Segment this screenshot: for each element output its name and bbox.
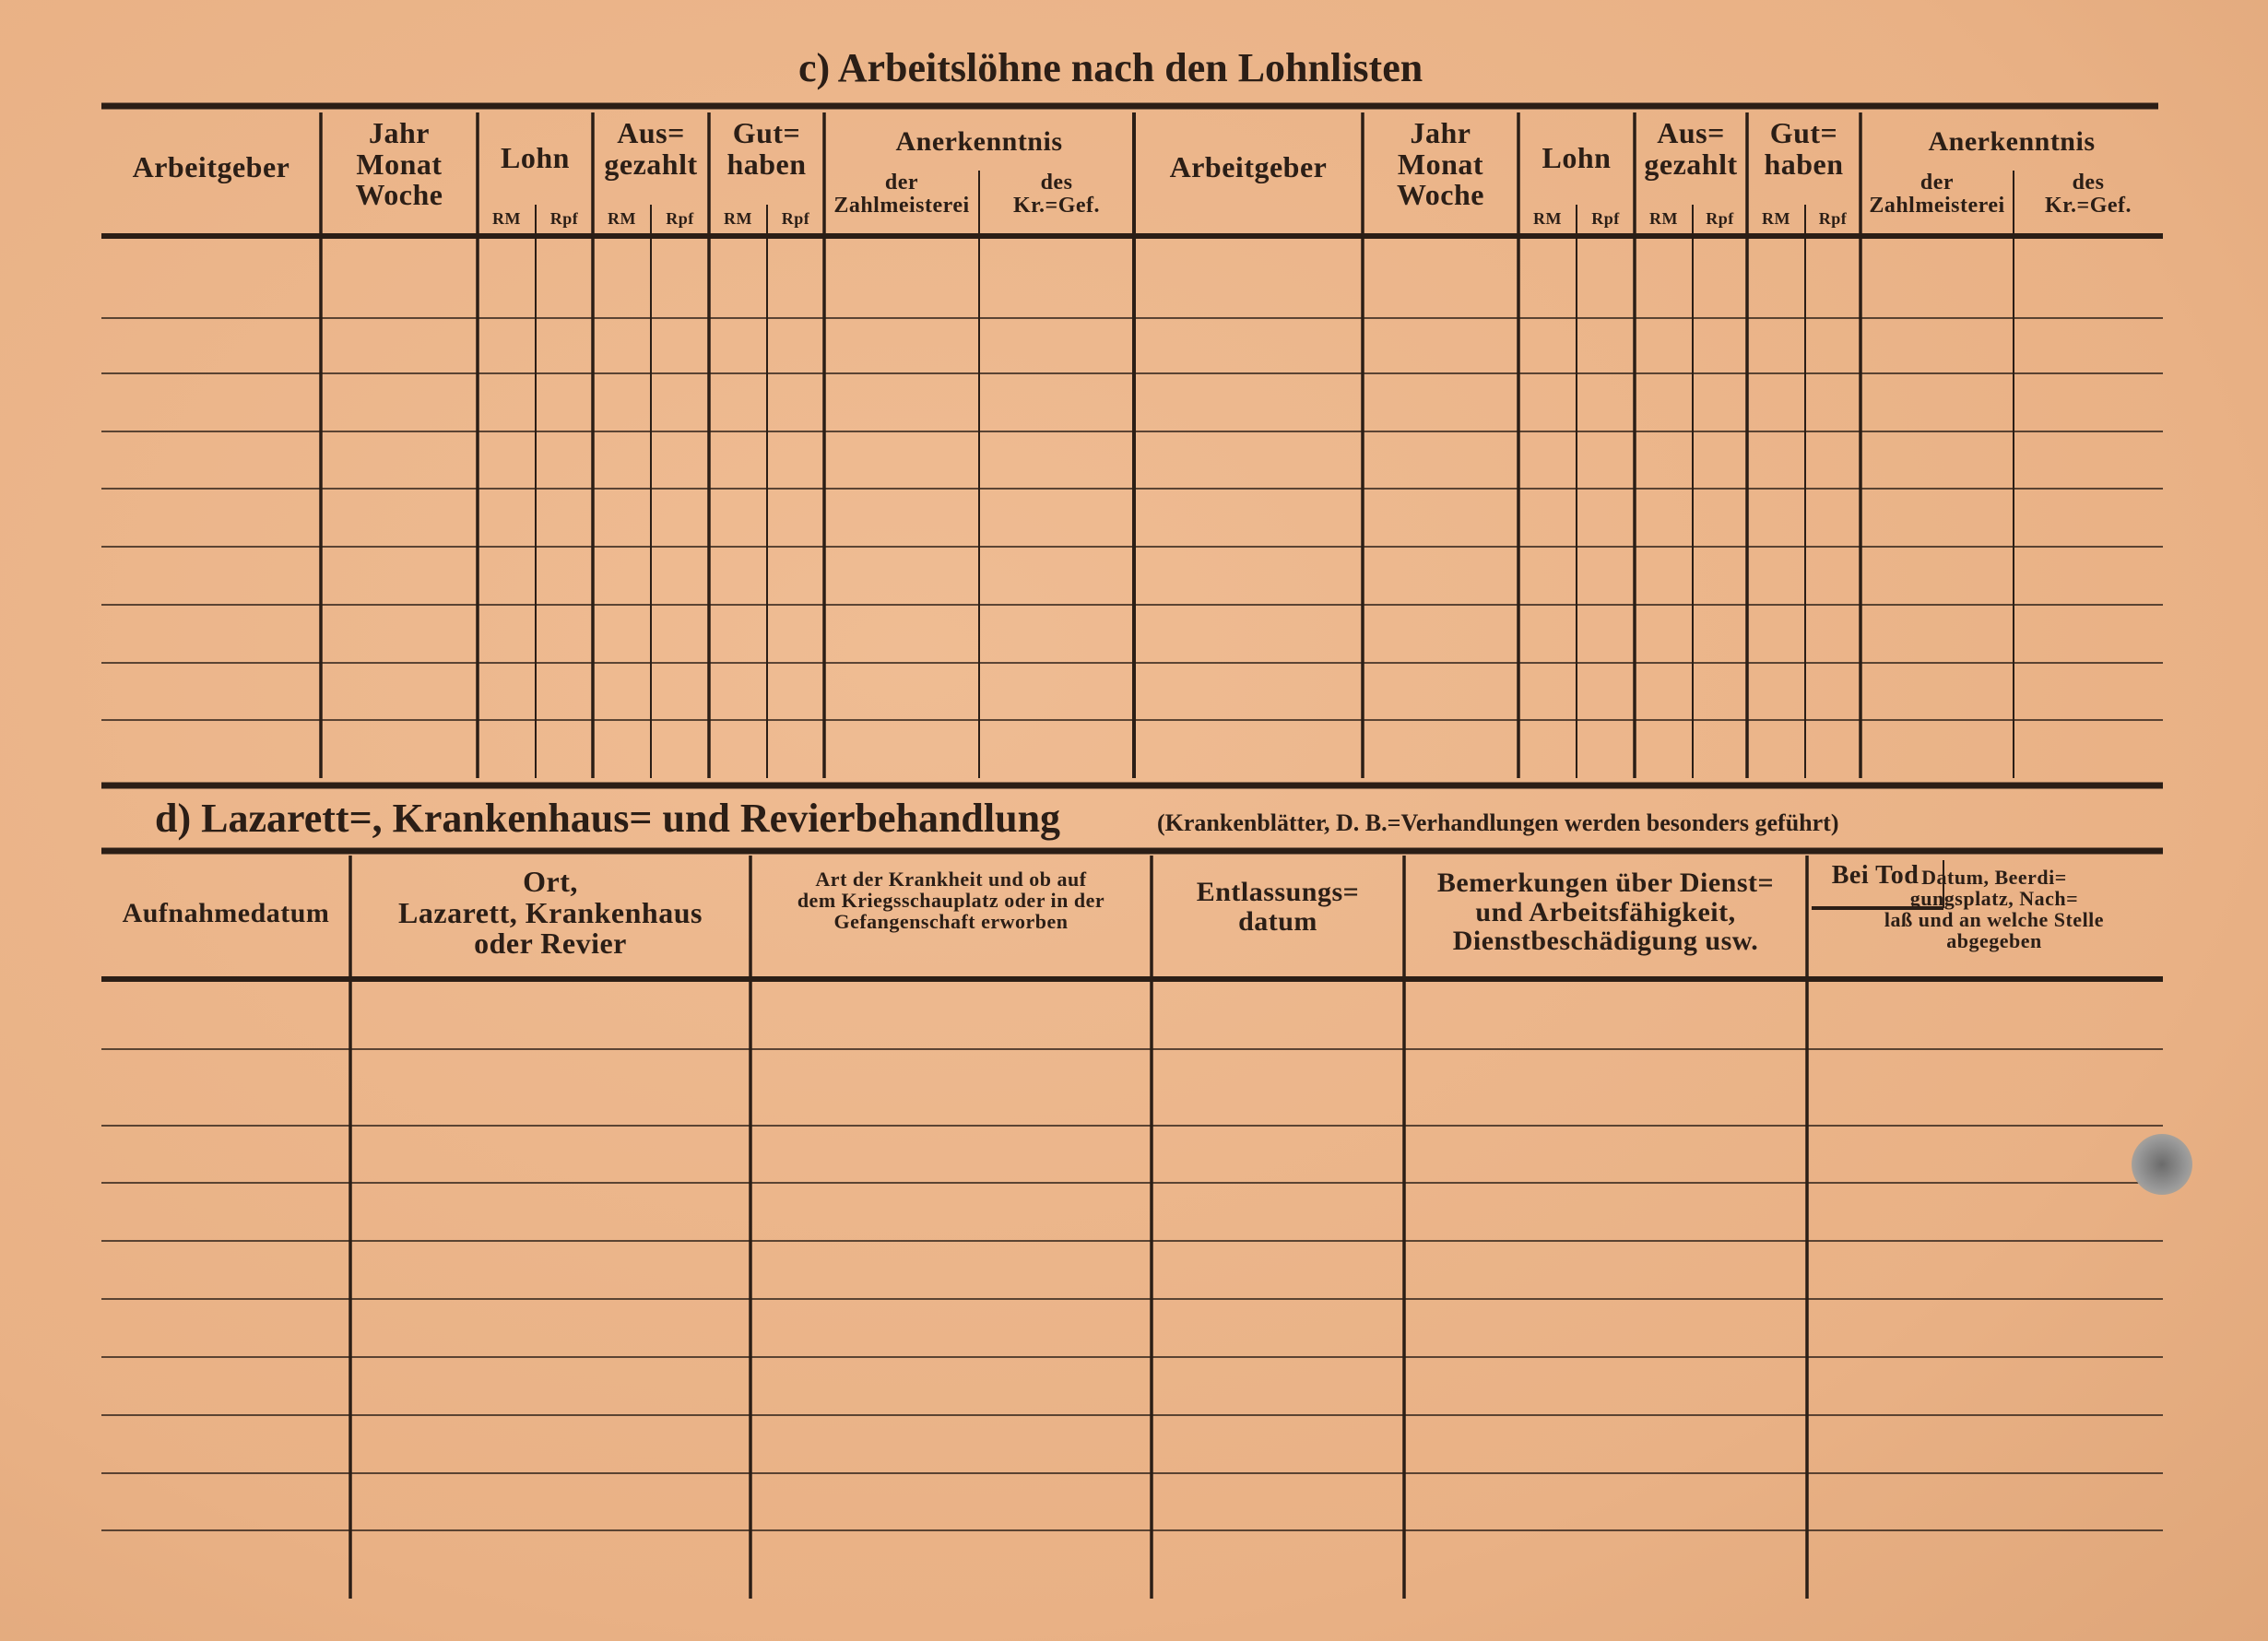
- left-header-currency-rpf: Rpf: [781, 209, 810, 228]
- left-header-paymaster: der Zahlmeisterei: [833, 171, 970, 218]
- left-header-currency-rpf: Rpf: [666, 209, 694, 228]
- section-d-title: d) Lazarett=, Krankenhaus= und Revierbeh…: [155, 796, 1061, 841]
- left-header-currency-rm: RM: [608, 209, 636, 228]
- right-header-currency-rm: RM: [1649, 209, 1678, 228]
- right-header-wage: Lohn: [1542, 141, 1612, 174]
- punch-hole: [2132, 1134, 2192, 1195]
- header-discharge-date: Entlassungs= datum: [1196, 877, 1360, 937]
- left-header-currency-rm: RM: [492, 209, 521, 228]
- left-header-currency-rpf: Rpf: [549, 209, 579, 228]
- right-header-currency-rpf: Rpf: [1818, 209, 1848, 228]
- right-header-paymaster: der Zahlmeisterei: [1869, 171, 2005, 218]
- right-header-pow-company: des Kr.=Gef.: [2044, 171, 2132, 218]
- header-illness: Art der Krankheit und ob auf dem Kriegss…: [797, 868, 1105, 934]
- left-header-credit: Gut= haben: [726, 116, 807, 181]
- right-header-currency-rm: RM: [1762, 209, 1790, 228]
- left-header-currency-rm: RM: [724, 209, 752, 228]
- left-header-period: Jahr Monat Woche: [355, 116, 443, 212]
- right-header-credit: Gut= haben: [1764, 116, 1844, 181]
- left-header-paid: Aus= gezahlt: [604, 116, 698, 181]
- right-header-paid: Aus= gezahlt: [1644, 116, 1738, 181]
- header-remarks: Bemerkungen über Dienst= und Arbeitsfähi…: [1436, 868, 1775, 956]
- header-admission-date: Aufnahmedatum: [122, 898, 330, 928]
- right-header-period: Jahr Monat Woche: [1397, 116, 1484, 212]
- header-place: Ort, Lazarett, Krankenhaus oder Revier: [398, 865, 703, 961]
- right-header-currency-rpf: Rpf: [1591, 209, 1620, 228]
- left-header-acknowledgement: Anerkenntnis: [895, 126, 1063, 157]
- left-header-pow-company: des Kr.=Gef.: [1012, 171, 1101, 218]
- header-death-details: Datum, Beerdi= gungsplatz, Nach= laß und…: [1884, 866, 2105, 953]
- right-header-currency-rm: RM: [1533, 209, 1562, 228]
- left-header-wage: Lohn: [501, 141, 570, 174]
- left-header-employer: Arbeitgeber: [132, 150, 290, 183]
- right-header-acknowledgement: Anerkenntnis: [1928, 126, 2096, 157]
- section-d-note: (Krankenblätter, D. B.=Verhandlungen wer…: [1157, 809, 1839, 836]
- right-header-employer: Arbeitgeber: [1169, 150, 1328, 183]
- header-death: Bei Tod: [1831, 861, 1920, 890]
- right-header-currency-rpf: Rpf: [1706, 209, 1734, 228]
- section-c-title: c) Arbeitslöhne nach den Lohnlisten: [798, 45, 1423, 90]
